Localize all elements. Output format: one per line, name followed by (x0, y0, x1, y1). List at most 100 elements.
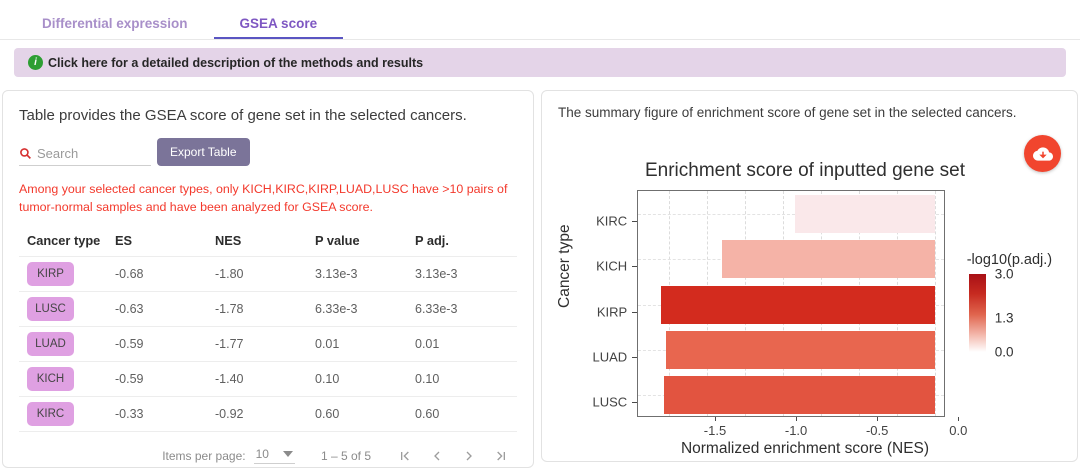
next-page-icon[interactable] (457, 444, 481, 468)
x-axis-ticks: -1.5 -1.0 -0.5 0.0 (642, 417, 968, 439)
search-box[interactable] (19, 146, 151, 166)
table-cell: -1.80 (207, 255, 307, 292)
column-header: ES (115, 232, 133, 248)
y-tick-mark (632, 356, 638, 358)
table-cell: -0.92 (207, 395, 307, 431)
page-size-select[interactable]: 10 (253, 447, 295, 465)
table-cell: 0.60 (307, 395, 407, 431)
page-size-value: 10 (255, 447, 269, 462)
y-axis-ticks: KIRC KICH KIRP LUAD LUSC (577, 190, 638, 417)
column-header: Cancer type (27, 232, 101, 248)
table-cell: -0.33 (107, 395, 207, 431)
table-row: KIRC -0.33 -0.92 0.60 0.60 (19, 395, 517, 431)
x-tick-label: -1.5 (703, 423, 727, 438)
x-tick-mark (877, 417, 879, 421)
table-cell: 0.01 (407, 325, 517, 362)
chart-legend: -log10(p.adj.) 3.0 1.3 0.0 (967, 252, 1061, 417)
page-range-label: 1 – 5 of 5 (320, 448, 371, 463)
bar-kich (721, 240, 935, 279)
table-cell: 3.13e-3 (407, 255, 517, 292)
table-row: KICH -0.59 -1.40 0.10 0.10 (19, 360, 517, 397)
chevron-down-icon (282, 451, 293, 458)
y-tick-mark (632, 402, 638, 404)
table-row: LUAD -0.59 -1.77 0.01 0.01 (19, 325, 517, 362)
previous-page-icon[interactable] (425, 444, 449, 468)
y-tick-mark (632, 220, 638, 222)
table-cell: 6.33e-3 (307, 290, 407, 327)
bar-kirp (661, 285, 935, 324)
table-cell: 3.13e-3 (307, 255, 407, 292)
y-tick-label: LUAD (592, 349, 628, 365)
legend-title: -log10(p.adj.) (966, 252, 1053, 268)
cloud-download-icon (1032, 146, 1053, 161)
table-paginator: Items per page: 10 1 – 5 of 5 (19, 430, 517, 468)
cancer-type-chip[interactable]: KIRC (27, 401, 74, 426)
tab-differential-expression[interactable]: Differential expression (42, 16, 188, 31)
table-cell: 0.01 (307, 325, 407, 362)
analysis-warning-text: Among your selected cancer types, only K… (19, 182, 508, 214)
table-row: KIRP -0.68 -1.80 3.13e-3 3.13e-3 (19, 255, 517, 292)
legend-gradient: 3.0 1.3 0.0 (967, 267, 1061, 360)
x-tick-label: -1.0 (784, 423, 808, 438)
x-tick-label: -0.5 (865, 423, 889, 438)
table-panel-title: Table provides the GSEA score of gene se… (19, 107, 467, 124)
info-icon: i (28, 55, 43, 70)
methods-description-banner[interactable]: i Click here for a detailed description … (14, 48, 1066, 77)
table-cell: 0.10 (407, 360, 517, 397)
y-tick-label: KIRC (596, 213, 628, 229)
y-tick-label: KICH (596, 258, 628, 274)
legend-tick-label: 0.0 (994, 344, 1014, 360)
x-tick-mark (796, 417, 798, 421)
summary-figure-panel: The summary figure of enrichment score o… (541, 90, 1078, 462)
table-cell: -0.68 (107, 255, 207, 292)
first-page-icon[interactable] (393, 444, 417, 468)
bar-luad (665, 330, 935, 369)
tab-bar: Differential expression GSEA score (0, 0, 1080, 40)
table-cell: 6.33e-3 (407, 290, 517, 327)
download-figure-button[interactable] (1024, 135, 1061, 172)
cancer-type-chip[interactable]: KICH (27, 366, 74, 391)
table-cell: 0.10 (307, 360, 407, 397)
y-tick-label: LUSC (592, 394, 628, 410)
last-page-icon[interactable] (489, 444, 513, 468)
column-header: P value (315, 232, 360, 248)
cancer-type-chip[interactable]: LUSC (27, 296, 74, 321)
search-icon (20, 148, 31, 159)
table-row: LUSC -0.63 -1.78 6.33e-3 6.33e-3 (19, 290, 517, 327)
enrichment-score-chart: Enrichment score of inputted gene set Ca… (556, 160, 1061, 458)
gsea-score-table: Cancer type ES NES P value P adj. KIRP -0.68-… (19, 225, 517, 431)
x-tick-mark (958, 417, 960, 421)
table-cell: -1.77 (207, 325, 307, 362)
banner-text: Click here for a detailed description of… (48, 55, 424, 70)
x-tick-mark (714, 417, 716, 421)
tab-gsea-score[interactable]: GSEA score (213, 6, 344, 39)
items-per-page-label: Items per page: (162, 448, 246, 463)
cancer-type-chip[interactable]: KIRP (27, 261, 74, 286)
y-axis-label: Cancer type (556, 224, 573, 308)
legend-tick-label: 1.3 (994, 310, 1014, 326)
bar-lusc (664, 376, 935, 415)
x-axis-label: Normalized enrichment score (NES) (680, 440, 930, 457)
table-cell: -1.78 (207, 290, 307, 327)
figure-panel-title: The summary figure of enrichment score o… (558, 105, 1017, 120)
gridline (934, 191, 936, 416)
y-tick-label: KIRP (596, 304, 628, 319)
cancer-type-chip[interactable]: LUAD (27, 331, 74, 356)
y-tick-mark (632, 266, 638, 268)
chart-title: Enrichment score of inputted gene set (644, 160, 966, 181)
plot-area (637, 190, 945, 417)
table-cell: 0.60 (407, 395, 517, 431)
export-table-button[interactable]: Export Table (157, 138, 250, 166)
table-header-row: Cancer type ES NES P value P adj. (19, 225, 517, 257)
table-body: KIRP -0.68 -1.80 3.13e-3 3.13e-3 LUSC -0.63 -1.… (19, 255, 517, 431)
gsea-table-panel: Table provides the GSEA score of gene se… (2, 90, 534, 468)
gridline (638, 213, 944, 215)
table-cell: -0.59 (107, 360, 207, 397)
bar-kirc (794, 194, 935, 233)
table-toolbar: Export Table (19, 138, 517, 166)
search-input[interactable] (37, 146, 137, 161)
table-cell: -1.40 (207, 360, 307, 397)
column-header: NES (215, 232, 242, 248)
column-header: P adj. (415, 232, 449, 248)
y-tick-mark (632, 311, 638, 313)
